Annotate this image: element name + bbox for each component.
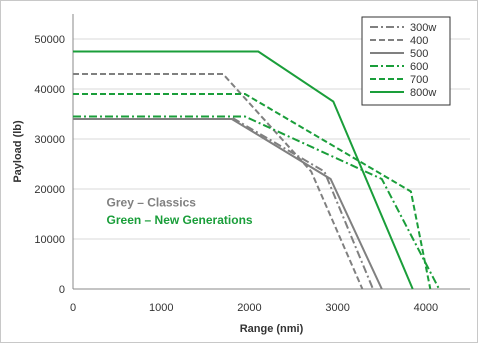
legend-box — [361, 16, 451, 106]
x-axis-title: Range (nmi) — [240, 323, 304, 335]
annotations: Grey – Classics Green – New Generations — [107, 196, 253, 228]
x-tick-label: 1000 — [149, 302, 173, 314]
annotation-text: Grey – Classics — [107, 196, 197, 210]
series-line-800w — [73, 50, 414, 290]
series-line-700 — [73, 93, 432, 290]
x-tick-label: 3000 — [325, 302, 349, 314]
y-tick-label: 10000 — [34, 234, 65, 246]
legend-label: 400 — [410, 35, 428, 47]
legend-label: 300w — [410, 22, 436, 34]
x-tick-label: 2000 — [237, 302, 261, 314]
y-tick-label: 50000 — [34, 34, 65, 46]
annotation-text: Green – New Generations — [107, 213, 253, 227]
series-line-600 — [73, 115, 440, 290]
series-line-300w — [73, 115, 374, 290]
series-line-500 — [73, 118, 383, 290]
y-tick-label: 40000 — [34, 84, 65, 96]
legend-label: 700 — [410, 74, 428, 86]
series-line-400 — [73, 73, 364, 290]
legend-label: 500 — [410, 48, 428, 60]
axes — [72, 14, 470, 290]
legend-label: 800w — [410, 87, 436, 99]
tick-labels: 0 10000 20000 30000 40000 50000 0 1000 2000 3000 4… — [34, 34, 438, 314]
y-tick-label: 20000 — [34, 184, 65, 196]
x-tick-label: 0 — [70, 302, 76, 314]
legend-label: 600 — [410, 61, 428, 73]
y-axis-title: Payload (lb) — [12, 120, 24, 183]
series-lines — [73, 50, 440, 290]
x-tick-label: 4000 — [414, 302, 438, 314]
y-tick-label: 30000 — [34, 134, 65, 146]
y-tick-label: 0 — [59, 284, 65, 296]
